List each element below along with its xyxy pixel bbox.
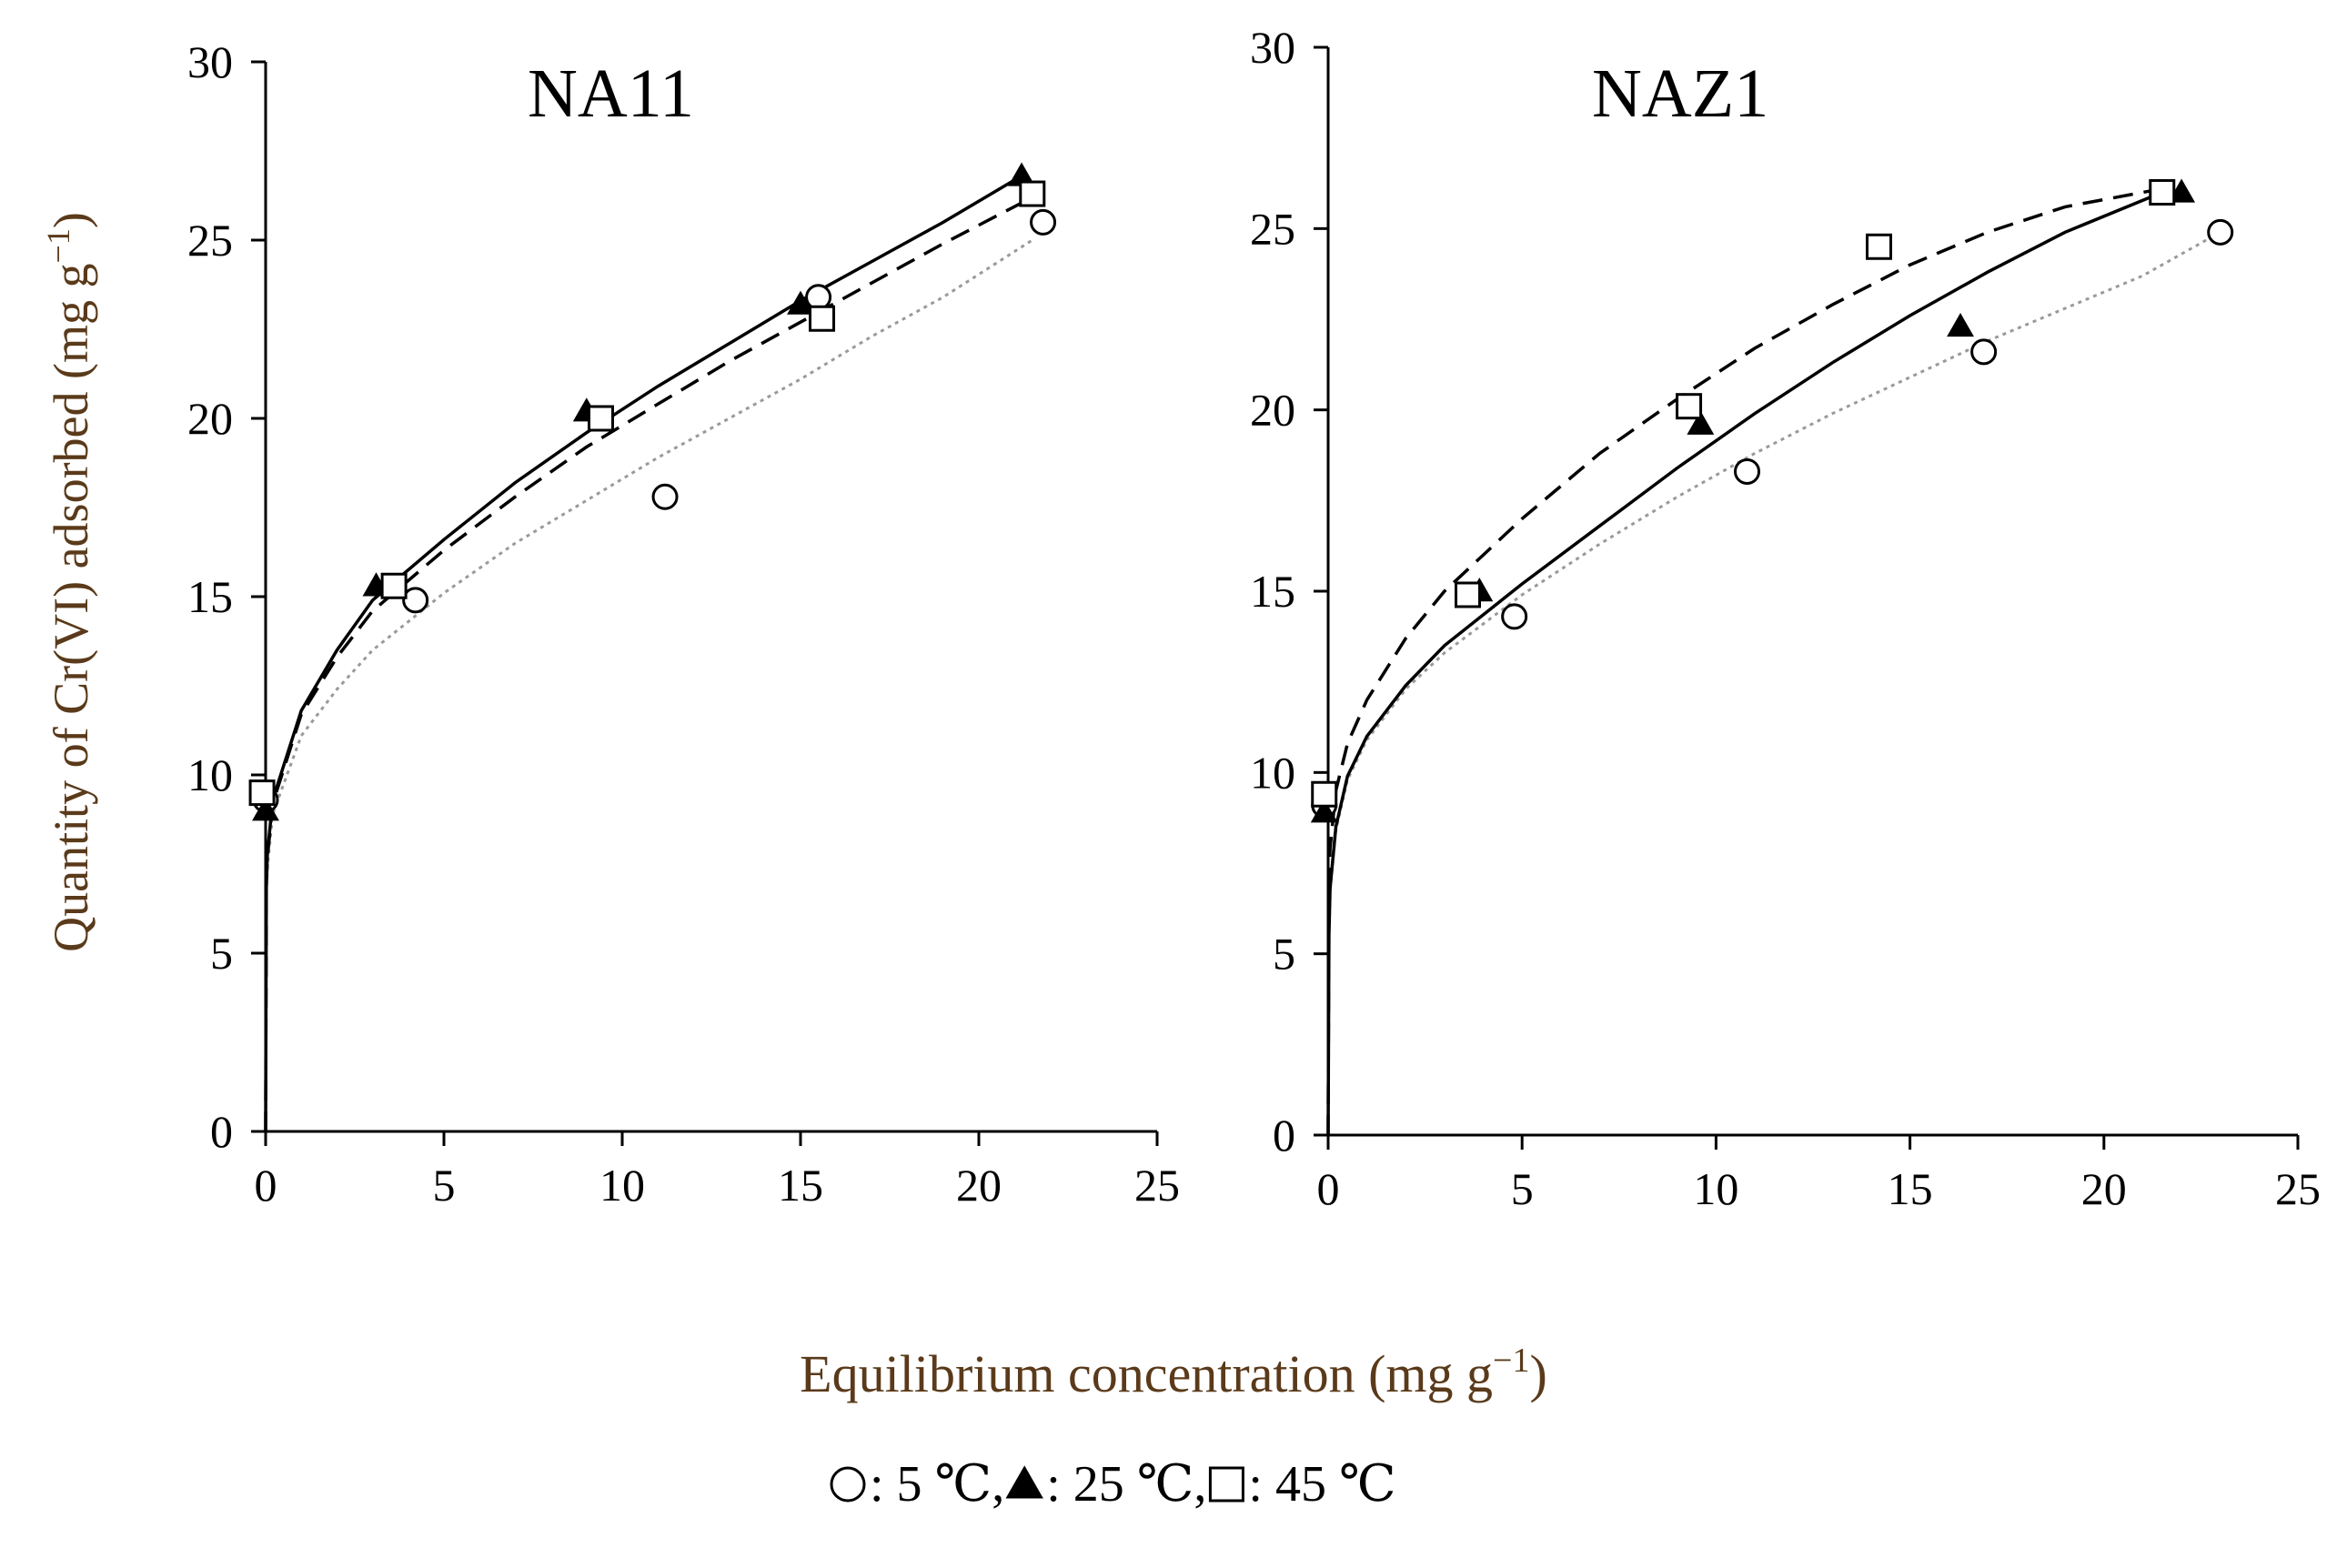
x-tick-label: 15 bbox=[1888, 1163, 1933, 1214]
y-tick-label: 0 bbox=[1273, 1110, 1295, 1161]
fit-curve-dashed bbox=[264, 196, 1033, 1132]
fit-curve-dotted bbox=[1326, 230, 2221, 1136]
x-tick-label: 10 bbox=[599, 1160, 645, 1211]
y-tick-label: 20 bbox=[1250, 385, 1295, 436]
y-axis-label-sup: −1 bbox=[40, 228, 76, 263]
data-point-triangle-filled bbox=[1687, 410, 1715, 435]
x-axis-label-close: ) bbox=[1529, 1344, 1546, 1403]
data-point-triangle-filled bbox=[252, 797, 279, 821]
x-tick-label: 20 bbox=[2081, 1163, 2127, 1214]
x-tick-label: 5 bbox=[433, 1160, 456, 1211]
panel-na11: NA11 0 5 10 15 20 25 0 5 10 15 20 25 30 bbox=[187, 36, 1180, 1211]
x-tick-label: 0 bbox=[255, 1160, 277, 1211]
data-point-square-open bbox=[1455, 581, 1482, 608]
fit-curve-solid bbox=[264, 174, 1022, 1132]
panel-title: NA11 bbox=[528, 55, 694, 132]
y-tick-label: 20 bbox=[187, 393, 233, 444]
data-point-triangle-filled bbox=[1947, 313, 1974, 337]
data-point-circle-open bbox=[651, 483, 679, 510]
data-point-circle-open bbox=[1030, 208, 1057, 236]
x-tick-label: 0 bbox=[1317, 1163, 1340, 1214]
y-tick-label: 15 bbox=[187, 571, 233, 622]
fit-curve-dotted bbox=[264, 238, 1033, 1132]
y-axis-label-main: Quantity of Cr(VI) adsorbed (mg g bbox=[44, 263, 98, 951]
data-point-square-open bbox=[1019, 180, 1046, 207]
y-axis-label-close: ) bbox=[44, 212, 98, 228]
y-tick-label: 10 bbox=[1250, 747, 1295, 798]
fit-curve-solid bbox=[1326, 190, 2163, 1136]
data-point-triangle-filled bbox=[1008, 162, 1035, 186]
x-tick-label: 20 bbox=[956, 1160, 1002, 1211]
x-tick-label: 10 bbox=[1693, 1163, 1738, 1214]
y-tick-label: 10 bbox=[187, 749, 233, 800]
data-point-circle-open bbox=[2207, 218, 2234, 246]
data-point-circle-open bbox=[1734, 457, 1761, 485]
y-tick-label: 5 bbox=[210, 928, 233, 979]
data-point-square-open bbox=[1311, 780, 1338, 808]
legend-marker-triangle-filled bbox=[1005, 1465, 1043, 1499]
data-point-circle-open bbox=[1501, 603, 1528, 630]
x-tick-label: 25 bbox=[1134, 1160, 1180, 1211]
legend-marker-circle-open bbox=[830, 1466, 866, 1503]
legend-label: : 25 ℃, bbox=[1046, 1456, 1206, 1513]
data-point-triangle-filled bbox=[787, 290, 814, 315]
data-point-square-open bbox=[248, 779, 276, 807]
y-tick-label: 0 bbox=[210, 1106, 233, 1157]
fit-curve-dashed bbox=[1326, 186, 2163, 1136]
y-tick-label: 30 bbox=[187, 36, 233, 87]
legend: : 5 ℃, : 25 ℃, : 45 ℃ bbox=[830, 1456, 1396, 1513]
data-point-square-open bbox=[1865, 233, 1892, 260]
data-point-square-open bbox=[380, 572, 408, 599]
panel-naz1: NAZ1 0 5 10 15 20 25 0 5 10 15 20 25 30 bbox=[1250, 22, 2321, 1214]
y-tick-label: 5 bbox=[1273, 929, 1295, 980]
x-axis-label-sup: −1 bbox=[1493, 1342, 1529, 1380]
data-point-square-open bbox=[809, 305, 836, 332]
x-axis-label-main: Equilibrium concentration (mg g bbox=[800, 1344, 1493, 1403]
x-tick-label: 5 bbox=[1511, 1163, 1534, 1214]
y-axis-label: Quantity of Cr(VI) adsorbed (mg g−1) bbox=[40, 212, 98, 952]
legend-label: : 45 ℃ bbox=[1248, 1456, 1395, 1513]
data-point-square-open bbox=[1676, 393, 1703, 420]
y-tick-label: 25 bbox=[1250, 203, 1295, 254]
y-tick-label: 15 bbox=[1250, 566, 1295, 617]
x-tick-label: 25 bbox=[2275, 1163, 2321, 1214]
x-axis-label: Equilibrium concentration (mg g−1) bbox=[800, 1342, 1547, 1403]
y-tick-label: 25 bbox=[187, 215, 233, 266]
data-point-triangle-filled bbox=[1310, 799, 1338, 823]
legend-label: : 5 ℃, bbox=[870, 1456, 1004, 1513]
data-point-circle-open bbox=[1970, 338, 1998, 366]
panel-title: NAZ1 bbox=[1592, 55, 1768, 132]
data-point-square-open bbox=[587, 405, 614, 432]
x-tick-label: 15 bbox=[778, 1160, 823, 1211]
legend-marker-square-open bbox=[1208, 1466, 1244, 1503]
data-point-square-open bbox=[2149, 178, 2176, 206]
data-point-circle-open bbox=[402, 587, 429, 614]
y-tick-label: 30 bbox=[1250, 22, 1295, 73]
